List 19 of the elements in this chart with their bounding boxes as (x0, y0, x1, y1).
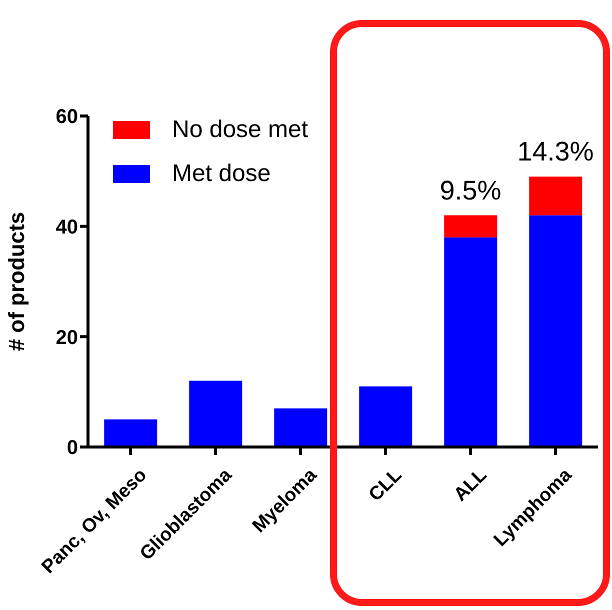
bar (529, 176, 582, 216)
y-axis-title: # of products (4, 212, 29, 352)
bar (529, 215, 582, 447)
annotation: 14.3% (517, 136, 594, 167)
bar (104, 419, 158, 447)
bar (444, 237, 498, 447)
bar (189, 380, 242, 447)
y-tick-label: 0 (66, 437, 78, 460)
legend-label: No dose met (172, 116, 308, 144)
y-tick-label: 20 (56, 326, 78, 349)
y-tick-label: 40 (56, 216, 78, 238)
legend-label: Met dose (172, 160, 271, 188)
x-tick-label: ALL (450, 464, 492, 506)
x-tick-label: CLL (365, 464, 406, 506)
bar (444, 215, 498, 238)
bar (359, 386, 412, 447)
annotation: 9.5% (440, 175, 502, 206)
y-tick-label: 60 (56, 106, 78, 128)
bar (274, 408, 328, 447)
